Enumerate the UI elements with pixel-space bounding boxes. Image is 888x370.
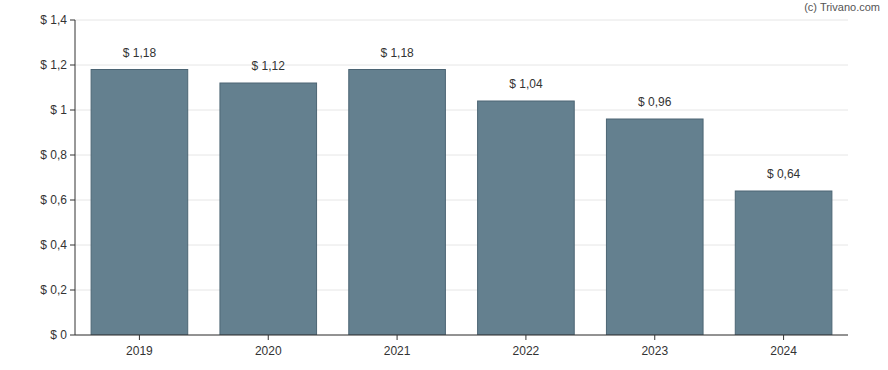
data-label: $ 1,12 — [252, 59, 286, 73]
x-tick-label: 2022 — [513, 344, 540, 358]
bar — [478, 101, 575, 335]
credit: (c) Trivano.com — [804, 1, 880, 13]
y-tick-label: $ 1,2 — [40, 58, 67, 72]
x-axis — [75, 335, 848, 336]
y-tick-label: $ 0,2 — [40, 283, 67, 297]
x-tick — [654, 335, 655, 340]
y-tick-label: $ 0,6 — [40, 193, 67, 207]
y-tick-label: $ 1,4 — [40, 13, 67, 27]
y-tick — [70, 245, 75, 246]
bar — [606, 119, 703, 335]
data-label: $ 1,18 — [123, 46, 157, 60]
x-tick — [268, 335, 269, 340]
y-tick — [70, 65, 75, 66]
data-label: $ 1,18 — [380, 46, 414, 60]
grid-line — [75, 110, 848, 111]
bar — [735, 191, 832, 335]
grid-line — [75, 65, 848, 66]
y-tick-label: $ 0,4 — [40, 238, 67, 252]
x-tick-label: 2024 — [770, 344, 797, 358]
grid-line — [75, 245, 848, 246]
y-tick — [70, 155, 75, 156]
y-tick — [70, 290, 75, 291]
y-tick — [70, 335, 75, 336]
x-tick-label: 2021 — [384, 344, 411, 358]
y-axis — [75, 20, 76, 335]
y-tick-label: $ 0,8 — [40, 148, 67, 162]
grid-line — [75, 200, 848, 201]
data-label: $ 1,04 — [509, 77, 543, 91]
y-tick — [70, 20, 75, 21]
y-tick-label: $ 0 — [50, 328, 67, 342]
bar — [349, 70, 446, 336]
y-tick — [70, 110, 75, 111]
grid-line — [75, 335, 848, 336]
y-tick-label: $ 1 — [50, 103, 67, 117]
bar — [220, 83, 317, 335]
chart: $ 0 $ 0,2 $ 0,4 $ 0,6 $ 0,8 $ 1 $ 1,2 $ 1,4 $ 1,… — [0, 0, 888, 370]
x-tick — [397, 335, 398, 340]
data-label: $ 0,64 — [767, 167, 801, 181]
bar — [91, 70, 188, 336]
x-tick — [525, 335, 526, 340]
x-tick-label: 2019 — [126, 344, 153, 358]
x-tick-label: 2023 — [641, 344, 668, 358]
x-tick-label: 2020 — [255, 344, 282, 358]
grid-line — [75, 20, 848, 21]
y-tick — [70, 200, 75, 201]
x-tick — [139, 335, 140, 340]
grid-line — [75, 155, 848, 156]
bars — [91, 70, 832, 336]
x-tick — [783, 335, 784, 340]
grid-line — [75, 290, 848, 291]
data-label: $ 0,96 — [638, 95, 672, 109]
